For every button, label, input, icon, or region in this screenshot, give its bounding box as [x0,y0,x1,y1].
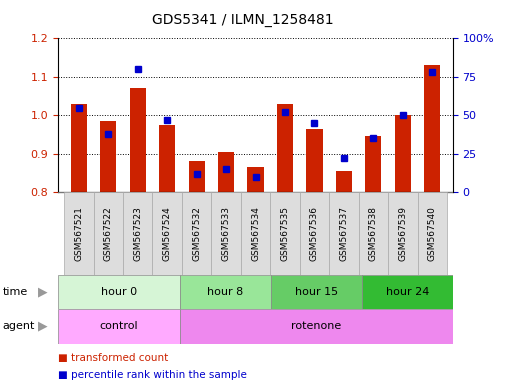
Bar [423,65,439,192]
Bar [100,121,116,192]
Bar [270,275,361,309]
Bar [329,192,358,275]
Bar [129,88,145,192]
Bar [387,192,417,275]
Text: GSM567524: GSM567524 [162,206,171,261]
Bar [181,192,211,275]
Text: GSM567522: GSM567522 [104,206,113,261]
Text: ▶: ▶ [38,285,47,298]
Bar [159,125,175,192]
Text: GSM567532: GSM567532 [192,206,200,261]
Text: GSM567521: GSM567521 [74,206,83,261]
Text: GSM567538: GSM567538 [368,206,377,261]
Text: ▶: ▶ [38,320,47,333]
Bar [299,192,329,275]
Text: ■ transformed count: ■ transformed count [58,353,168,363]
Bar [335,171,351,192]
Text: hour 8: hour 8 [207,287,243,297]
Bar [276,104,292,192]
Bar [188,161,205,192]
Bar [152,192,181,275]
Bar [58,309,179,344]
Text: time: time [3,287,28,297]
Bar [58,275,179,309]
Bar [240,192,270,275]
Text: GSM567537: GSM567537 [339,206,348,261]
Bar [365,136,381,192]
Text: hour 0: hour 0 [100,287,137,297]
Text: GSM567539: GSM567539 [397,206,407,261]
Bar [306,129,322,192]
Bar [270,192,299,275]
Bar [218,152,234,192]
Text: ■ percentile rank within the sample: ■ percentile rank within the sample [58,370,246,380]
Text: GSM567540: GSM567540 [427,206,436,261]
Bar [123,192,152,275]
Text: GSM567534: GSM567534 [250,206,260,261]
Text: GSM567523: GSM567523 [133,206,142,261]
Bar [417,192,446,275]
Bar [179,275,270,309]
Bar [93,192,123,275]
Bar [179,309,452,344]
Text: control: control [99,321,138,331]
Bar [71,104,87,192]
Bar [394,115,410,192]
Bar [247,167,263,192]
Text: GDS5341 / ILMN_1258481: GDS5341 / ILMN_1258481 [152,13,333,27]
Bar [361,275,452,309]
Bar [64,192,93,275]
Text: GSM567533: GSM567533 [221,206,230,261]
Text: rotenone: rotenone [290,321,341,331]
Bar [358,192,387,275]
Text: hour 24: hour 24 [385,287,428,297]
Text: agent: agent [3,321,35,331]
Text: hour 15: hour 15 [294,287,337,297]
Bar [211,192,240,275]
Text: GSM567535: GSM567535 [280,206,289,261]
Text: GSM567536: GSM567536 [310,206,318,261]
